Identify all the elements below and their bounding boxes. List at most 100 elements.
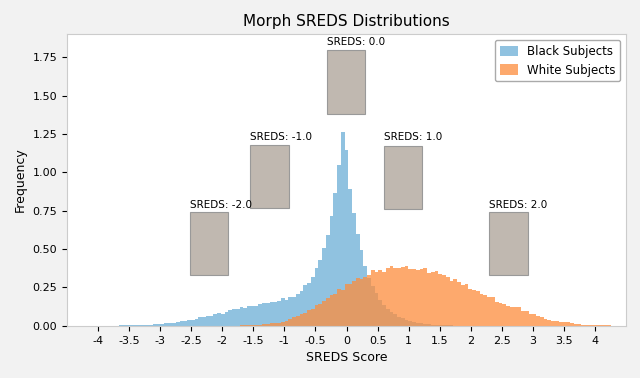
Bar (428, 273, 431, 326)
Bar (371, 286, 374, 326)
Bar (431, 325, 435, 326)
Bar (390, 312, 394, 326)
Bar (239, 307, 243, 326)
Text: SREDS: -1.0: SREDS: -1.0 (250, 132, 312, 143)
Bar (540, 317, 543, 326)
Bar (408, 269, 412, 326)
Bar (262, 304, 266, 326)
Bar (416, 323, 420, 326)
Bar (607, 325, 611, 326)
Bar (303, 285, 307, 326)
Bar (360, 250, 364, 326)
Bar (344, 150, 348, 326)
Bar (213, 314, 217, 326)
Bar (318, 260, 322, 326)
Bar (266, 304, 269, 326)
Bar (499, 304, 502, 326)
Bar (311, 277, 315, 326)
Bar (487, 297, 491, 326)
Bar (529, 314, 532, 326)
Bar (344, 284, 348, 326)
Bar (491, 297, 495, 326)
Bar (269, 302, 273, 326)
Bar (289, 297, 292, 326)
Bar (273, 302, 277, 326)
Bar (360, 279, 364, 326)
Bar (521, 311, 525, 326)
Bar (206, 316, 209, 326)
Bar (461, 285, 465, 326)
Bar (442, 275, 446, 326)
Bar (585, 325, 589, 326)
Bar (157, 324, 161, 326)
Bar (397, 317, 401, 326)
Bar (367, 275, 371, 326)
Bar (239, 325, 243, 326)
Bar (596, 325, 600, 326)
Bar (412, 269, 416, 326)
Bar (454, 279, 457, 326)
Bar (285, 299, 289, 326)
Bar (420, 269, 424, 326)
Bar (532, 314, 536, 326)
Text: SREDS: -2.0: SREDS: -2.0 (190, 200, 252, 210)
Bar (401, 318, 404, 326)
Bar (446, 277, 450, 326)
Bar (191, 320, 195, 326)
Bar (435, 325, 438, 326)
Bar (431, 273, 435, 326)
Bar (179, 321, 183, 326)
Bar (259, 304, 262, 326)
Bar (318, 304, 322, 326)
Title: Morph SREDS Distributions: Morph SREDS Distributions (243, 14, 450, 29)
FancyBboxPatch shape (250, 145, 289, 208)
Bar (394, 268, 397, 326)
Bar (510, 307, 513, 326)
Bar (472, 290, 476, 326)
Bar (502, 304, 506, 326)
Bar (570, 323, 573, 326)
Bar (251, 306, 255, 326)
Bar (326, 298, 330, 326)
Bar (536, 316, 540, 326)
FancyBboxPatch shape (190, 212, 228, 275)
Bar (330, 295, 333, 326)
FancyBboxPatch shape (326, 50, 365, 114)
Bar (120, 325, 124, 326)
Bar (255, 325, 259, 326)
Bar (337, 165, 341, 326)
Bar (476, 291, 480, 326)
Bar (138, 325, 142, 326)
Bar (341, 290, 344, 326)
Bar (292, 317, 296, 326)
Bar (307, 310, 311, 326)
Bar (573, 324, 577, 326)
Bar (176, 322, 179, 326)
Bar (412, 322, 416, 326)
Bar (547, 320, 551, 326)
Bar (259, 325, 262, 326)
Bar (577, 324, 581, 326)
Bar (438, 274, 442, 326)
Bar (442, 325, 446, 326)
Bar (134, 325, 138, 326)
Bar (356, 234, 360, 326)
Bar (404, 320, 408, 326)
Bar (247, 325, 251, 326)
Bar (232, 309, 236, 326)
Bar (311, 309, 315, 326)
Bar (604, 325, 607, 326)
Bar (296, 316, 300, 326)
Bar (131, 325, 134, 326)
Bar (367, 277, 371, 326)
Bar (495, 302, 499, 326)
Bar (371, 270, 374, 326)
Bar (225, 311, 228, 326)
Bar (281, 322, 285, 326)
Bar (202, 317, 206, 326)
Bar (525, 311, 529, 326)
Bar (424, 268, 428, 326)
Bar (330, 216, 333, 326)
Bar (397, 268, 401, 326)
Bar (300, 291, 303, 326)
